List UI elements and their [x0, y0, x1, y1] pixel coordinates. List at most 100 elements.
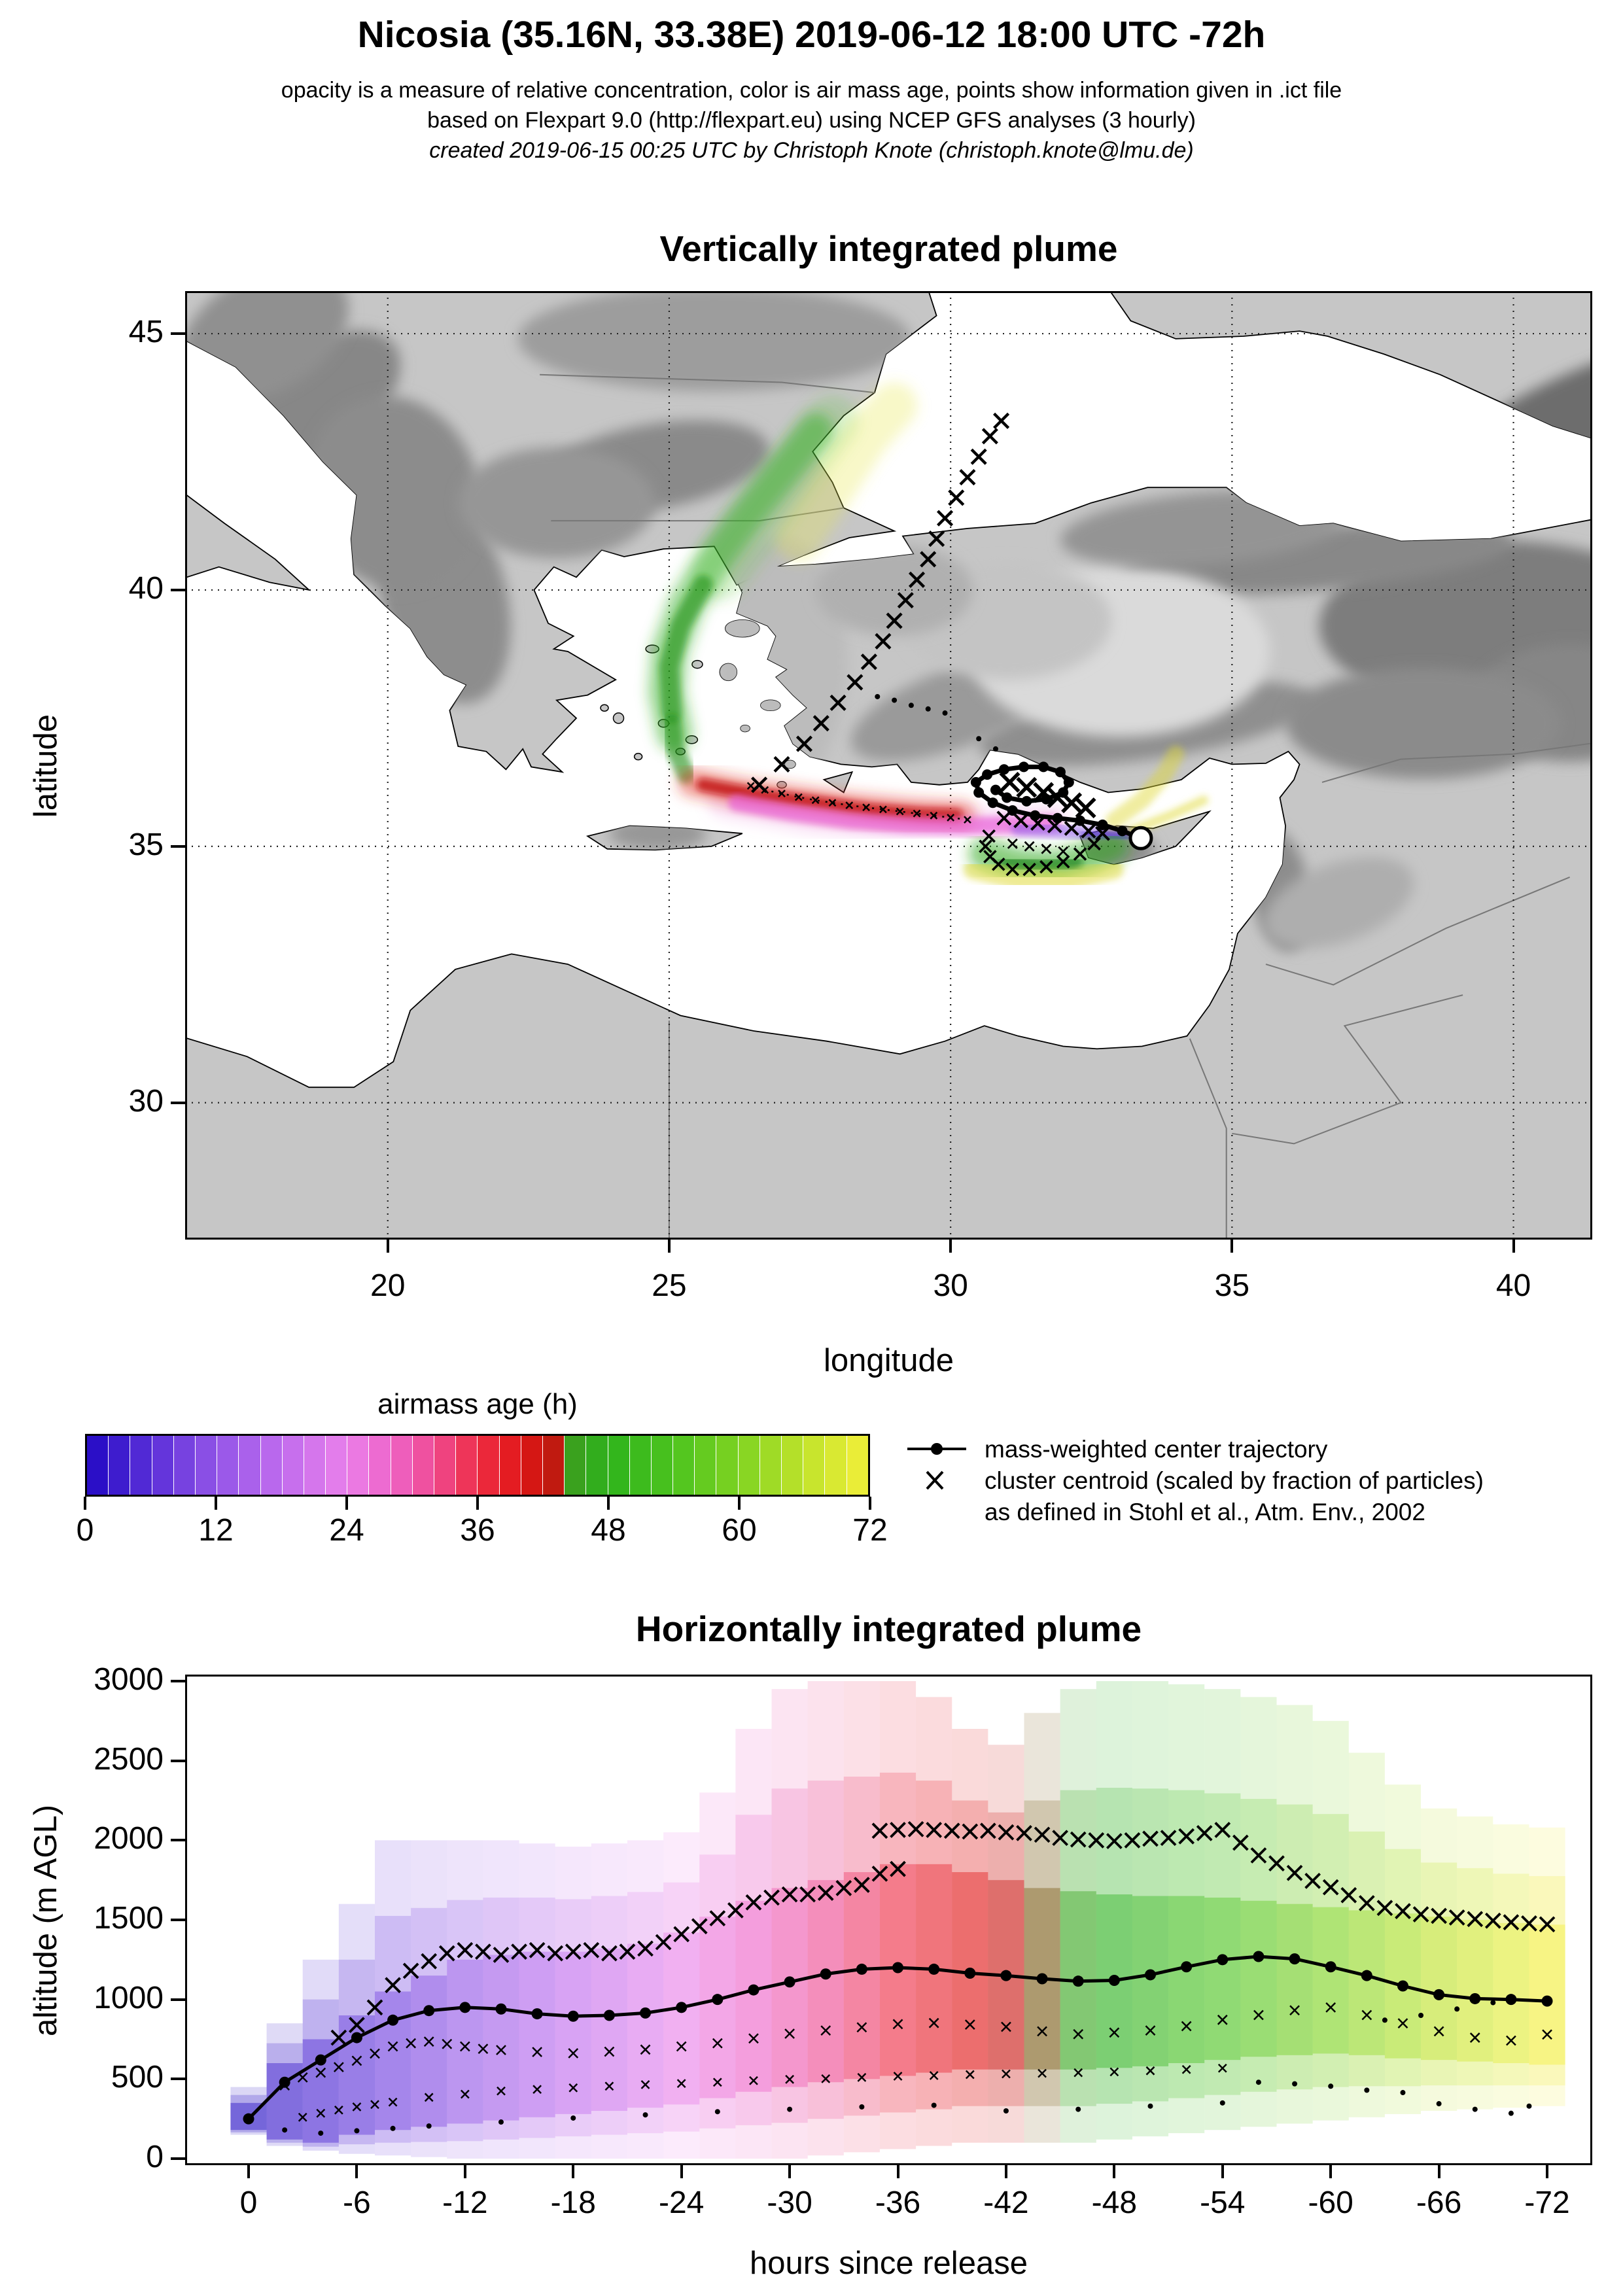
colorbar-tick [215, 1497, 217, 1510]
colorbar-bin [846, 1436, 868, 1495]
release-point-marker [1128, 826, 1153, 850]
colorbar-bin [825, 1436, 847, 1495]
colorbar-bin [695, 1436, 717, 1495]
profile-x-tick-label: -72 [1524, 2185, 1570, 2220]
profile-y-tick [171, 1998, 185, 2001]
plume-yellow-ne-streak [1105, 745, 1185, 829]
profile-x-tick [1546, 2165, 1549, 2178]
colorbar-bin [782, 1436, 804, 1495]
map-canvas [185, 291, 1592, 1240]
profile-x-tick [247, 2165, 250, 2178]
colorbar-bin [673, 1436, 695, 1495]
profile-x-tick-label: -42 [983, 2185, 1029, 2220]
colorbar-bin [434, 1436, 457, 1495]
profile-x-tick [1329, 2165, 1333, 2178]
map-x-tick-label: 40 [1495, 1268, 1531, 1303]
plume-magenta-band [728, 794, 1060, 835]
colorbar-bin [282, 1436, 304, 1495]
colorbar-tick [84, 1497, 86, 1510]
colorbar-bin [716, 1436, 739, 1495]
colorbar-bin [478, 1436, 500, 1495]
colorbar-tick-label: 24 [329, 1513, 364, 1548]
colorbar-bin [651, 1436, 674, 1495]
colorbar-tick-label: 36 [460, 1513, 495, 1548]
colorbar-bin [738, 1436, 760, 1495]
profile-y-tick [171, 2157, 185, 2160]
map-y-tick [171, 332, 185, 336]
colorbar-bin [759, 1436, 782, 1495]
centroid-symbol-icon [926, 1470, 944, 1490]
profile-x-tick [680, 2165, 683, 2178]
colorbar-tick-label: 0 [76, 1513, 94, 1548]
colorbar-bin [803, 1436, 826, 1495]
profile-plot [185, 1675, 1592, 2165]
colorbar-bin [109, 1436, 131, 1495]
map-y-tick [171, 588, 185, 591]
profile-y-tick-label: 2000 [94, 1821, 164, 1856]
colorbar-label: airmass age (h) [377, 1388, 578, 1420]
plume-layer [648, 382, 1209, 890]
colorbar-bin [608, 1436, 630, 1495]
map-x-tick [1512, 1240, 1515, 1253]
colorbar [85, 1434, 870, 1497]
profile-x-tick-label: -66 [1416, 2185, 1462, 2220]
profile-x-tick-label: -48 [1091, 2185, 1138, 2220]
trajectory-symbol-icon [907, 1443, 966, 1455]
profile-x-tick-label: 0 [239, 2185, 258, 2220]
profile-canvas [185, 1675, 1592, 2165]
profile-x-tick [788, 2165, 792, 2178]
legend-centroid-label: cluster centroid (scaled by fraction of … [985, 1467, 1484, 1494]
borders-layer [540, 374, 1592, 1240]
map-markers [746, 412, 1153, 877]
map-x-tick [949, 1240, 952, 1253]
map-y-tick-label: 45 [128, 315, 164, 350]
colorbar-bin [412, 1436, 434, 1495]
profile-y-tick-label: 500 [111, 2060, 164, 2095]
profile-x-tick [355, 2165, 358, 2178]
legend-reference-label: as defined in Stohl et al., Atm. Env., 2… [985, 1499, 1425, 1525]
profile-x-tick-label: -18 [550, 2185, 596, 2220]
profile-x-axis-label: hours since release [750, 2246, 1028, 2281]
profile-y-tick [171, 1919, 185, 1921]
colorbar-bin [239, 1436, 261, 1495]
colorbar-tick [476, 1497, 479, 1510]
plume-yellow-fringe [963, 860, 1124, 890]
profile-x-tick-label: -60 [1308, 2185, 1353, 2220]
profile-x-tick-label: -12 [442, 2185, 488, 2220]
colorbar-bin [152, 1436, 174, 1495]
profile-x-tick-label: -6 [343, 2185, 371, 2220]
profile-x-tick [1437, 2165, 1440, 2178]
profile-x-tick [1221, 2165, 1224, 2178]
colorbar-bin [565, 1436, 587, 1495]
profile-y-tick-label: 3000 [94, 1662, 164, 1697]
map-x-tick [386, 1240, 389, 1253]
map-y-tick [171, 844, 185, 848]
colorbar-bin [217, 1436, 239, 1495]
colorbar-bin [369, 1436, 391, 1495]
colorbar-bin [542, 1436, 565, 1495]
terrain-layer [185, 291, 1592, 952]
colorbar-bin [586, 1436, 608, 1495]
profile-x-tick [896, 2165, 899, 2178]
colorbar-bin [87, 1436, 109, 1495]
colorbar-tick-label: 48 [591, 1513, 626, 1548]
profile-y-tick-label: 2500 [94, 1741, 164, 1777]
colorbar-bin [173, 1436, 196, 1495]
profile-plot-title: Horizontally integrated plume [635, 1609, 1142, 1649]
profile-x-tick [1004, 2165, 1007, 2178]
plume-green-hook [663, 714, 695, 784]
map-grid [185, 291, 1592, 1240]
profile-y-tick-label: 1000 [94, 1980, 164, 2015]
profile-y-axis-label: altitude (m AGL) [28, 1804, 63, 2037]
profile-y-tick [171, 1680, 185, 1682]
map-y-tick-label: 35 [128, 827, 164, 862]
profile-x-tick-label: -30 [767, 2185, 812, 2220]
plume-yellow-top [775, 382, 918, 562]
plume-columns [230, 1681, 1565, 2159]
plume-yellow-e-streak [1126, 795, 1209, 836]
map-x-tick-label: 20 [370, 1268, 406, 1303]
colorbar-tick [738, 1497, 741, 1510]
colorbar-bin [326, 1436, 348, 1495]
profile-markers [243, 1820, 1556, 2136]
colorbar-bin [391, 1436, 413, 1495]
